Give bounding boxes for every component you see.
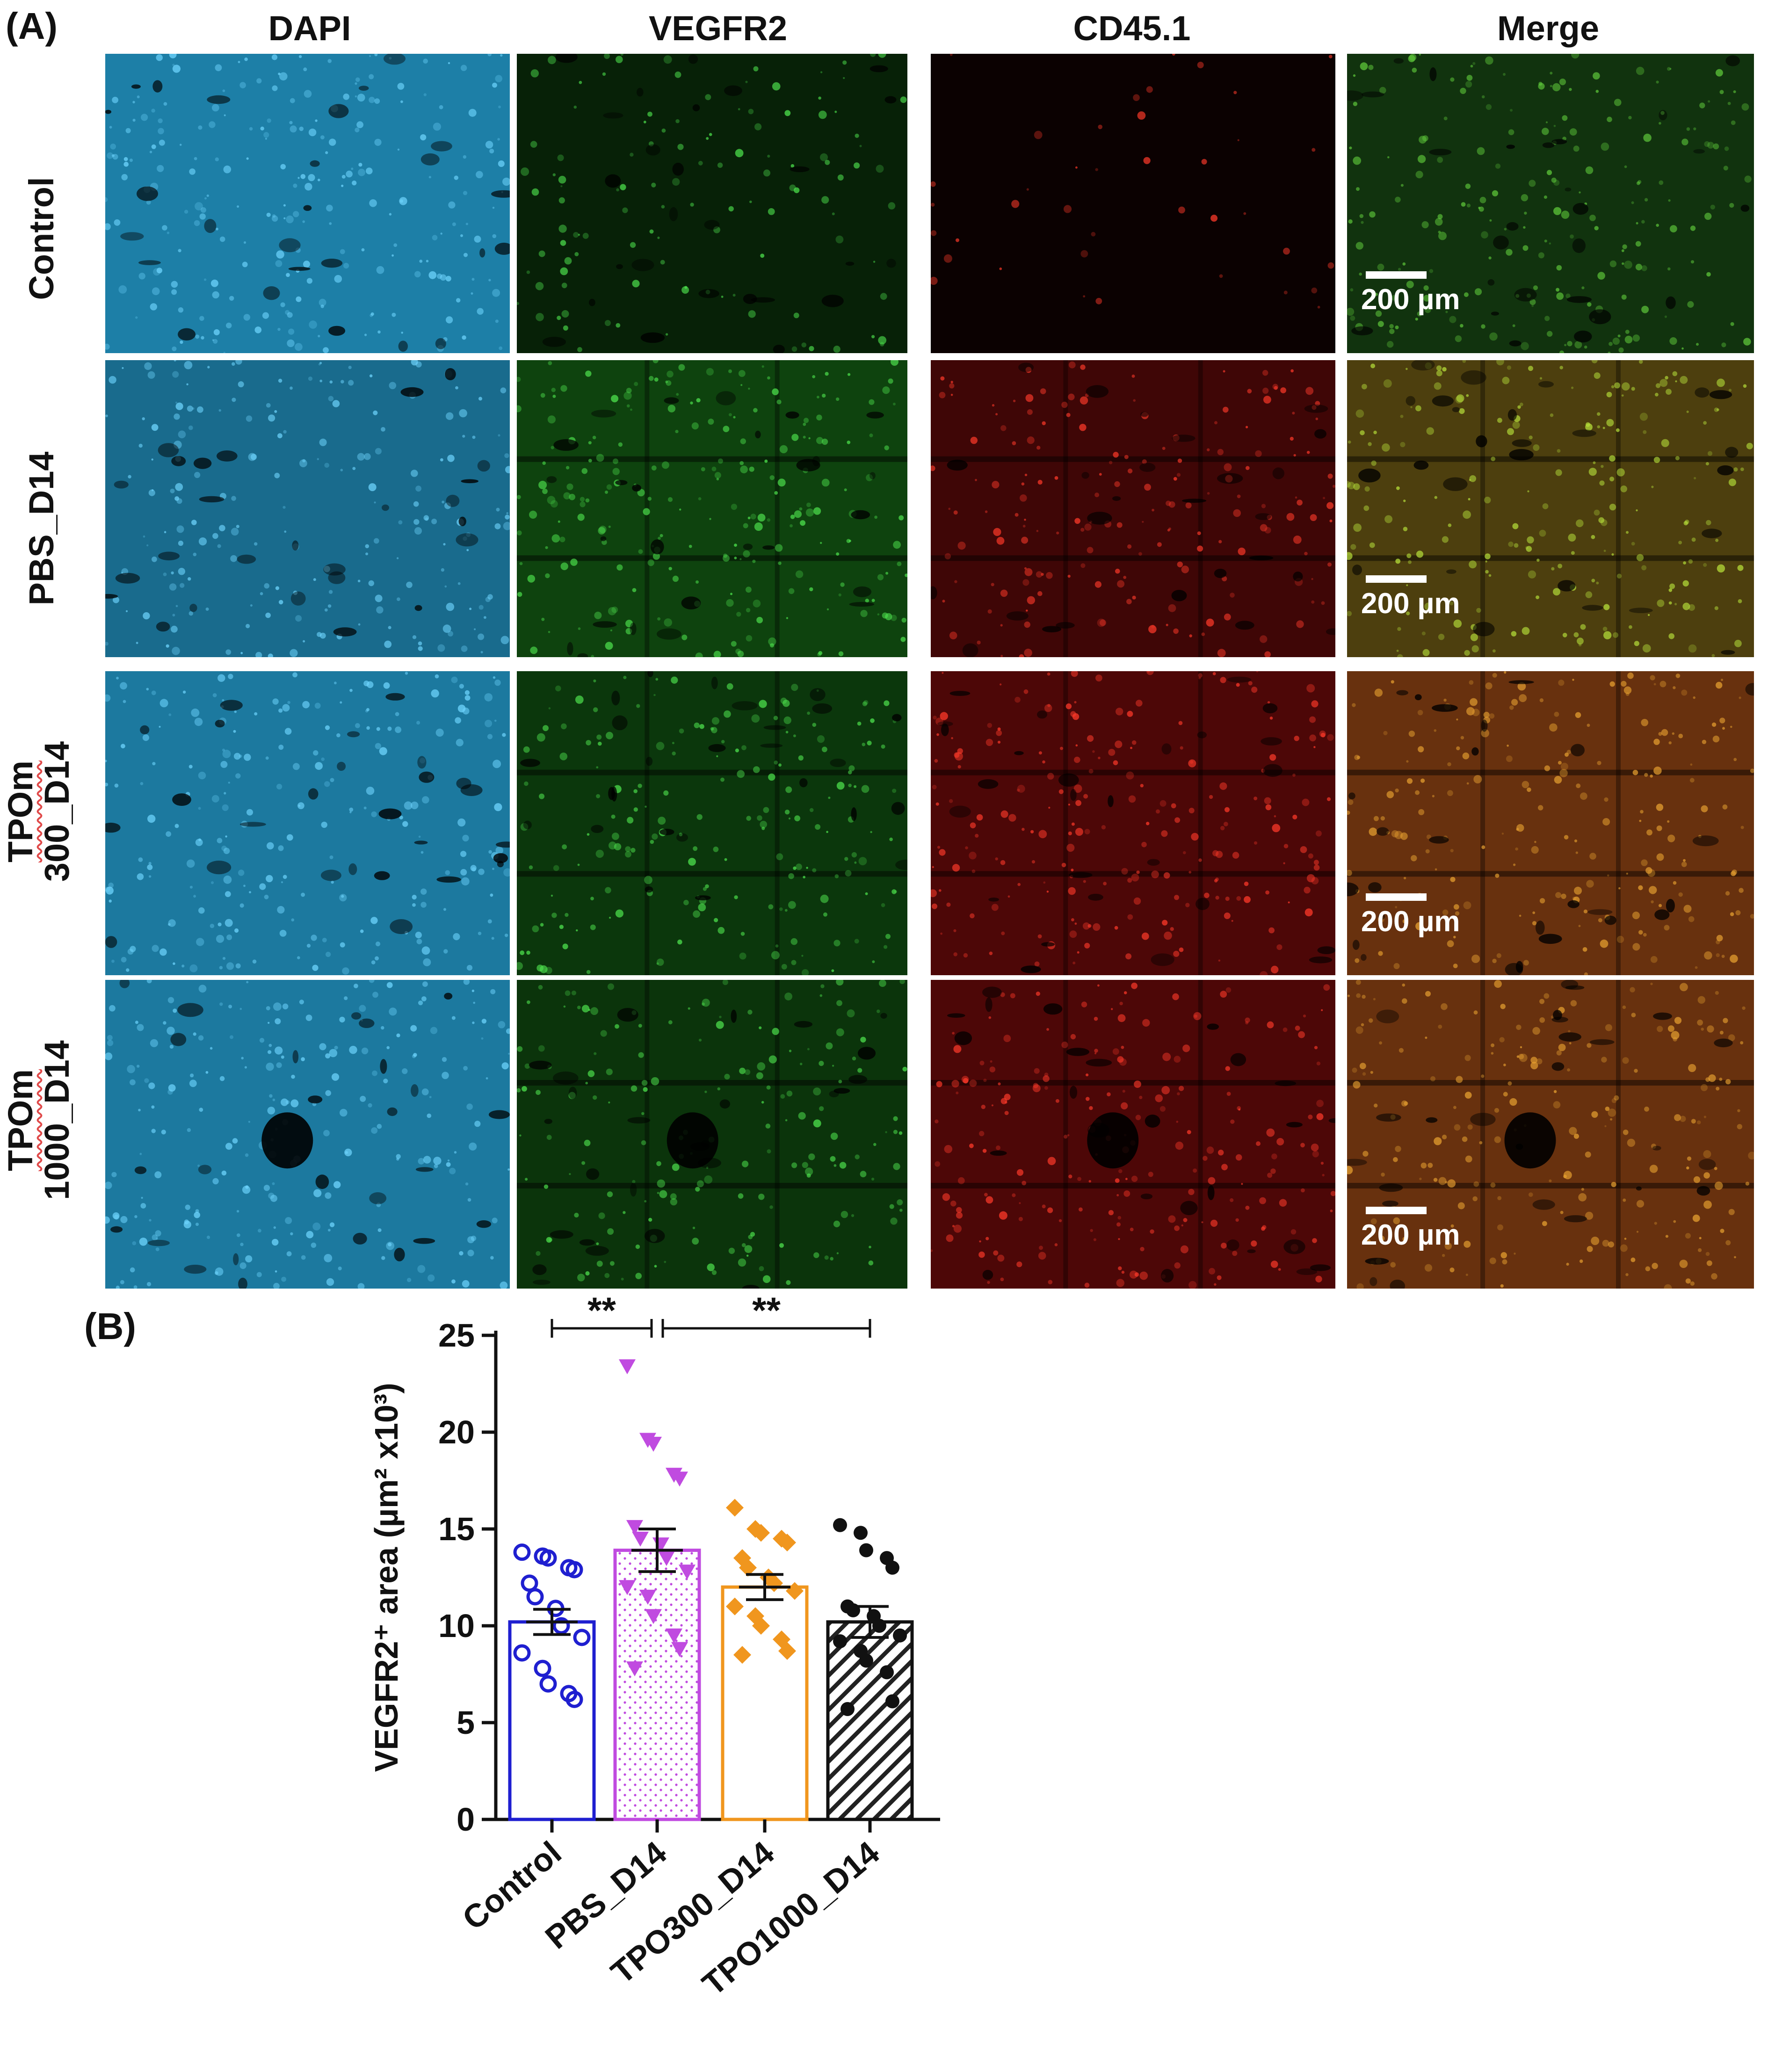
scale-bar: [1366, 1207, 1427, 1214]
data-point-TPO1000_D14: [885, 1560, 899, 1575]
micrograph-vegfr2-row-2: [517, 360, 907, 657]
significance-label: **: [587, 1290, 616, 1331]
data-point-TPO300_D14: [726, 1499, 744, 1517]
data-point-Control: [521, 1574, 538, 1592]
data-point-PBS_D14: [645, 1609, 662, 1624]
data-point-TPO300_D14: [726, 1597, 744, 1616]
data-point-PBS_D14: [666, 1628, 682, 1644]
data-point-TPO300_D14: [778, 1533, 796, 1551]
y-tick-label: 20: [438, 1414, 475, 1450]
bar-PBS_D14: [613, 1549, 701, 1821]
row-label-pbs: PBS_D14: [22, 451, 61, 606]
micrograph-vegfr2-row-1: [517, 54, 907, 353]
micrograph-dapi-row-3: [105, 671, 510, 975]
data-point-TPO300_D14: [752, 1524, 770, 1542]
y-tick-label: 5: [456, 1704, 475, 1741]
data-point-TPO1000_D14: [885, 1694, 899, 1709]
column-header-dapi: DAPI: [268, 9, 351, 48]
data-point-PBS_D14: [626, 1661, 643, 1677]
data-point-Control: [513, 1543, 531, 1561]
bar-TPO1000_D14: [826, 1620, 914, 1821]
data-point-Control: [565, 1690, 583, 1708]
data-point-PBS_D14: [639, 1589, 656, 1605]
row-label-control: Control: [22, 177, 61, 300]
scale-bar-label: 200 µm: [1361, 587, 1460, 620]
data-point-Control: [526, 1588, 544, 1606]
y-tick-label: 25: [438, 1317, 475, 1354]
data-point-Control: [513, 1644, 531, 1662]
y-axis-label: VEGFR2⁺ area (µm² x10³): [368, 1383, 405, 1772]
data-point-TPO1000_D14: [893, 1628, 907, 1643]
scale-bar: [1366, 271, 1427, 279]
row-label-tpom300: TPOm 300_D14: [1, 741, 76, 882]
data-point-Control: [539, 1675, 557, 1693]
panel-b-label: (B): [84, 1305, 137, 1347]
data-point-PBS_D14: [626, 1520, 643, 1535]
data-point-TPO1000_D14: [880, 1665, 894, 1680]
data-point-TPO300_D14: [733, 1646, 751, 1664]
micrograph-vegfr2-row-3: [517, 671, 907, 975]
micrograph-merge-row-1: 200 µm: [1347, 54, 1754, 353]
data-point-TPO300_D14: [733, 1549, 751, 1567]
micrograph-cd451-row-1: [931, 54, 1335, 353]
data-point-PBS_D14: [671, 1642, 688, 1657]
data-point-TPO300_D14: [752, 1617, 770, 1635]
y-tick-label: 15: [438, 1511, 475, 1547]
row-label-tpom1000: TPOm 1000_D14: [1, 1040, 76, 1200]
column-header-vegfr2: VEGFR2: [648, 9, 788, 48]
data-point-Control: [573, 1629, 591, 1646]
x-tick-label: TPO1000_D14: [696, 1834, 886, 2003]
scale-bar-label: 200 µm: [1361, 283, 1460, 316]
data-point-Control: [565, 1561, 583, 1579]
micrograph-cd451-row-2: [931, 360, 1335, 657]
data-point-TPO300_D14: [739, 1558, 757, 1577]
micrograph-dapi-row-1: [105, 54, 510, 353]
panel-a-label: (A): [6, 5, 58, 47]
significance-label: **: [752, 1290, 781, 1331]
data-point-Control: [534, 1659, 551, 1677]
scale-bar: [1366, 575, 1427, 583]
data-point-TPO1000_D14: [859, 1653, 873, 1668]
data-point-TPO1000_D14: [854, 1526, 868, 1540]
data-point-PBS_D14: [619, 1359, 636, 1375]
micrograph-merge-row-2: 200 µm: [1347, 360, 1754, 657]
data-point-TPO1000_D14: [833, 1634, 847, 1649]
data-point-TPO1000_D14: [859, 1543, 873, 1558]
data-point-PBS_D14: [619, 1580, 636, 1595]
data-point-PBS_D14: [632, 1531, 649, 1547]
micrograph-dapi-row-2: [105, 360, 510, 657]
data-point-Control: [552, 1617, 570, 1635]
data-point-PBS_D14: [671, 1471, 688, 1487]
y-tick-label: 10: [438, 1608, 475, 1644]
micrograph-vegfr2-row-4: [517, 980, 907, 1289]
data-point-TPO300_D14: [778, 1642, 796, 1660]
y-tick-label: 0: [456, 1801, 475, 1838]
data-point-Control: [539, 1549, 557, 1567]
scale-bar-label: 200 µm: [1361, 906, 1460, 938]
micrograph-cd451-row-4: [931, 980, 1335, 1289]
micrograph-dapi-row-4: [105, 980, 510, 1289]
data-point-PBS_D14: [658, 1551, 675, 1566]
micrograph-merge-row-4: 200 µm: [1347, 980, 1754, 1289]
micrograph-merge-row-3: 200 µm: [1347, 671, 1754, 975]
column-header-cd451: CD45.1: [1073, 9, 1191, 48]
scale-bar: [1366, 893, 1427, 901]
scale-bar-label: 200 µm: [1361, 1219, 1460, 1251]
column-header-merge: Merge: [1497, 9, 1599, 48]
bar-Control: [508, 1620, 596, 1821]
data-point-TPO1000_D14: [841, 1702, 855, 1717]
data-point-TPO300_D14: [746, 1607, 764, 1625]
data-point-PBS_D14: [679, 1565, 696, 1580]
micrograph-cd451-row-3: [931, 671, 1335, 975]
data-point-PBS_D14: [645, 1436, 662, 1452]
data-point-TPO1000_D14: [833, 1518, 847, 1532]
